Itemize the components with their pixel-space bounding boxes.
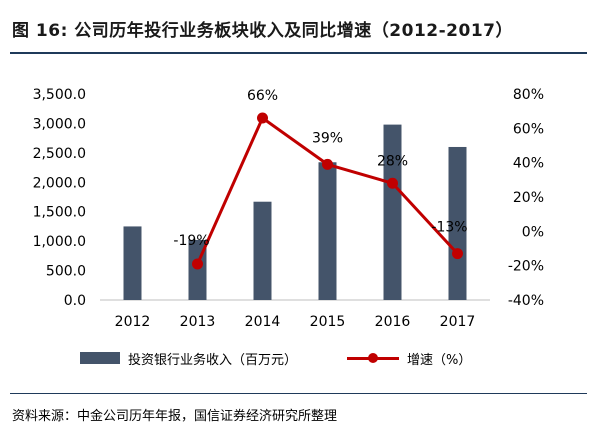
bar — [253, 201, 272, 300]
growth-point — [387, 177, 398, 189]
bar — [448, 146, 467, 300]
growth-data-label: 28% — [377, 153, 408, 169]
x-axis-tick-label: 2013 — [180, 314, 216, 330]
right-axis-tick-label: 40% — [513, 156, 544, 172]
legend: 投资银行业务收入（百万元） 增速（%） — [80, 346, 560, 370]
growth-point — [452, 248, 463, 260]
bar — [123, 226, 142, 300]
left-axis-tick-label: 1,000.0 — [33, 234, 86, 250]
bar — [318, 162, 337, 300]
x-axis-tick-label: 2015 — [310, 314, 346, 330]
left-axis-tick-label: 2,500.0 — [33, 146, 86, 162]
growth-data-label: 39% — [312, 130, 343, 146]
growth-data-label: -19% — [173, 233, 209, 249]
source-note: 资料来源：中金公司历年年报，国信证券经济研究所整理 — [12, 409, 338, 424]
growth-point — [322, 158, 333, 170]
growth-point — [192, 258, 203, 270]
left-axis-tick-label: 500.0 — [46, 264, 86, 280]
x-axis-tick-label: 2016 — [375, 314, 411, 330]
left-axis-tick-label: 2,000.0 — [33, 175, 86, 191]
footer-divider — [10, 393, 587, 394]
x-axis-tick-label: 2014 — [245, 314, 281, 330]
bar — [383, 124, 402, 300]
legend-bar-swatch — [80, 352, 120, 364]
right-axis-tick-label: 0% — [522, 224, 544, 240]
legend-item-line: 增速（%） — [347, 349, 471, 368]
left-axis-tick-label: 3,500.0 — [33, 87, 86, 103]
growth-point — [257, 112, 268, 124]
title-divider — [10, 52, 587, 54]
growth-data-label: 66% — [247, 88, 278, 104]
right-axis-tick-label: -20% — [508, 259, 544, 275]
right-axis-tick-label: 60% — [513, 121, 544, 137]
legend-bar-label: 投资银行业务收入（百万元） — [128, 352, 298, 368]
right-axis-tick-label: 80% — [513, 87, 544, 103]
chart-title: 图 16: 公司历年投行业务板块收入及同比增速（2012-2017） — [12, 21, 513, 41]
left-axis-tick-label: 1,500.0 — [33, 205, 86, 221]
legend-line-swatch — [347, 352, 400, 364]
left-axis-tick-label: 3,000.0 — [33, 116, 86, 132]
right-axis-tick-label: -40% — [508, 293, 544, 309]
legend-line-label: 增速（%） — [407, 352, 472, 368]
left-axis-tick-label: 0.0 — [64, 293, 86, 309]
x-axis-tick-label: 2012 — [115, 314, 151, 330]
combo-chart: 0.0 500.0 1,000.0 1,500.0 2,000.0 2,500.0 3,00… — [33, 87, 544, 330]
x-axis-tick-label: 2017 — [440, 314, 476, 330]
growth-data-label: -13% — [431, 220, 467, 236]
right-axis-tick-label: 20% — [513, 190, 544, 206]
legend-item-bar: 投资银行业务收入（百万元） — [80, 349, 297, 368]
